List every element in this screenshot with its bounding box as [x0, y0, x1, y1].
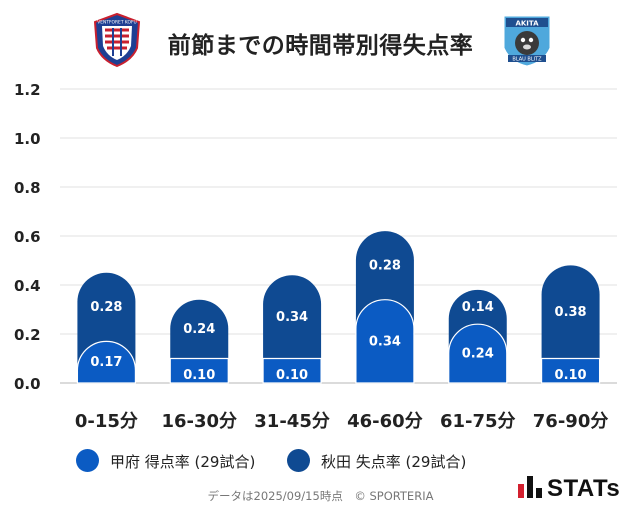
x-tick-label: 0-15分	[75, 411, 138, 432]
y-tick-label: 1.2	[14, 81, 41, 99]
legend-swatch-kofu	[76, 449, 99, 472]
y-tick-label: 1.0	[14, 130, 41, 148]
bar-kofu	[169, 357, 229, 384]
bar-kofu	[262, 357, 322, 384]
x-tick-label: 76-90分	[533, 411, 609, 432]
legend-swatch-akita	[287, 449, 310, 472]
data-label-kofu: 0.24	[462, 347, 494, 362]
bar-akita	[541, 265, 600, 383]
y-tick-label: 0.2	[14, 326, 41, 344]
data-label-kofu: 0.10	[276, 368, 308, 383]
data-label-akita: 0.14	[462, 300, 494, 315]
kofu-crest-icon: VENTFORET KOFU	[93, 12, 141, 68]
svg-text:BLAU BLITZ: BLAU BLITZ	[512, 57, 542, 63]
svg-text:AKITA: AKITA	[515, 20, 539, 28]
data-label-akita: 0.38	[555, 305, 587, 320]
footer-note: データは2025/09/15時点 © SPORTERIA	[207, 489, 434, 503]
bar-chart: 0.0 0.2 0.4 0.6 0.8 1.0 1.2 0.17 0.28 0.10 0.24 0.…	[14, 81, 617, 432]
data-label-akita: 0.24	[183, 322, 215, 337]
bar-kofu	[76, 340, 137, 384]
stats-logo-icon	[518, 476, 542, 498]
chart-title: 前節までの時間帯別得失点率	[167, 33, 474, 59]
bar-kofu	[448, 323, 508, 384]
x-tick-label: 46-60分	[347, 411, 423, 432]
data-label-akita: 0.34	[276, 310, 308, 325]
data-label-kofu: 0.10	[183, 368, 215, 383]
x-tick-label: 16-30分	[161, 411, 237, 432]
legend-label-kofu: 甲府 得点率 (29試合)	[110, 453, 256, 471]
x-tick-label: 61-75分	[440, 411, 516, 432]
bar-kofu	[355, 299, 415, 384]
y-tick-label: 0.6	[14, 228, 41, 246]
data-label-kofu: 0.17	[90, 355, 122, 370]
x-tick-label: 31-45分	[254, 411, 330, 432]
y-tick-label: 0.0	[14, 375, 41, 393]
stats-brand-label: STATs	[547, 475, 621, 502]
data-label-kofu: 0.10	[555, 368, 587, 383]
data-label-kofu: 0.34	[369, 334, 401, 349]
bar-akita	[263, 275, 322, 383]
svg-text:VENTFORET KOFU: VENTFORET KOFU	[97, 20, 136, 26]
y-tick-label: 0.4	[14, 277, 41, 295]
data-label-akita: 0.28	[369, 258, 401, 273]
bar-kofu	[540, 357, 601, 384]
akita-crest-icon: AKITA BLAU BLITZ	[503, 15, 551, 67]
legend-label-akita: 秋田 失点率 (29試合)	[321, 453, 467, 471]
data-label-akita: 0.28	[90, 300, 122, 315]
y-tick-label: 0.8	[14, 179, 41, 197]
